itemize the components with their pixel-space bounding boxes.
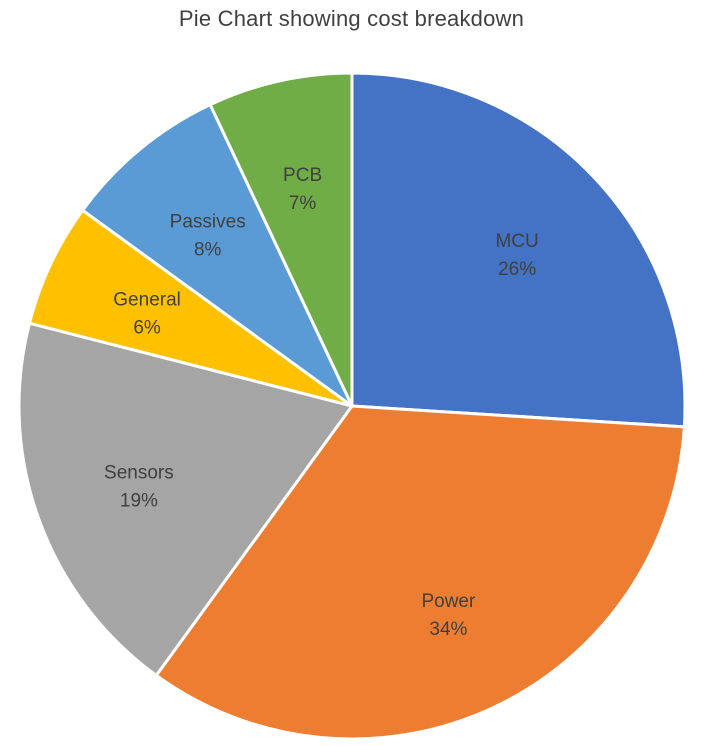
pie-slices <box>17 71 687 741</box>
slice-percent-general: 6% <box>133 318 161 339</box>
slice-category-pcb: PCB <box>283 165 322 186</box>
chart-title: Pie Chart showing cost breakdown <box>178 6 525 31</box>
slice-label-power: Power 34% <box>421 591 476 640</box>
slice-percent-pcb: 7% <box>289 193 317 214</box>
slice-label-pcb: PCB 7% <box>283 165 322 214</box>
pie-slice-pcb <box>208 71 354 408</box>
slice-category-power: Power <box>421 591 476 612</box>
pie-slice-general <box>27 208 354 408</box>
slice-category-general: General <box>113 290 181 311</box>
slice-percent-mcu: 26% <box>498 259 536 280</box>
pie-slice-mcu <box>350 71 687 429</box>
slice-percent-sensors: 19% <box>120 491 158 512</box>
slice-label-passives: Passives 8% <box>170 212 246 261</box>
pie-slice-power <box>154 404 686 741</box>
pie-slice-passives <box>81 103 354 408</box>
slice-category-passives: Passives <box>170 212 246 233</box>
slice-category-sensors: Sensors <box>104 463 174 484</box>
slice-label-general: General 6% <box>113 290 181 339</box>
slice-percent-power: 34% <box>429 619 467 640</box>
slice-label-sensors: Sensors 19% <box>104 463 174 512</box>
slice-category-mcu: MCU <box>495 231 538 252</box>
slice-label-mcu: MCU 26% <box>495 231 538 280</box>
pie-slice-sensors <box>17 321 354 677</box>
slice-percent-passives: 8% <box>194 240 222 261</box>
pie-labels: MCU 26% Power 34% Sensors 19% General 6% Passive… <box>104 165 539 640</box>
